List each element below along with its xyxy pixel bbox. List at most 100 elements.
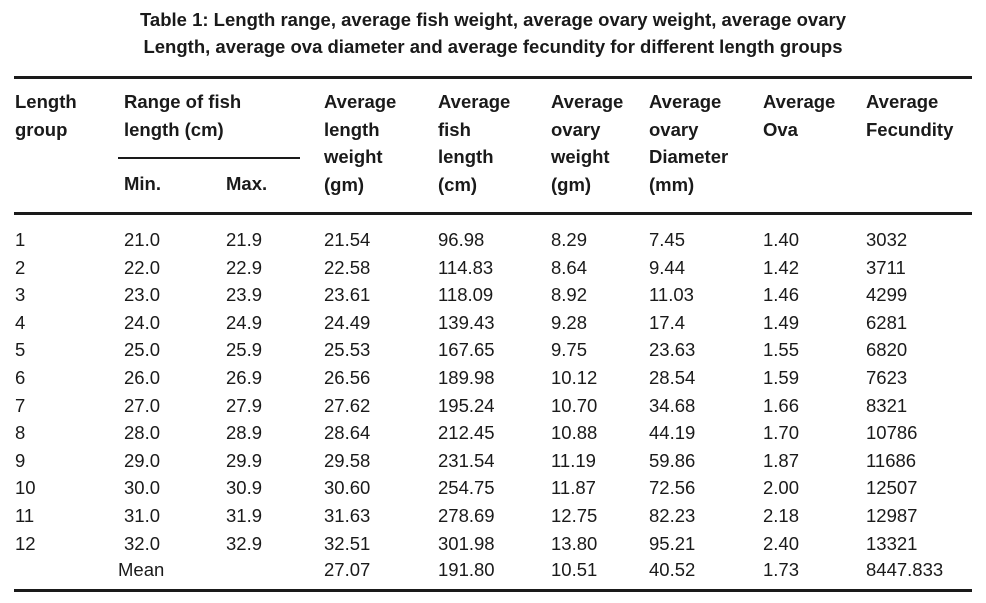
table-cell: 12.75	[551, 505, 598, 526]
table-cell: 28.9	[226, 422, 263, 444]
table-cell: 23.0	[124, 284, 161, 306]
column-header: Average	[866, 91, 939, 112]
table-cell: 1.46	[763, 284, 800, 306]
table-cell: 4299	[866, 284, 908, 306]
table-cell: 32.51	[324, 532, 371, 554]
mean-cell: 8447.833	[866, 559, 944, 580]
column-header: (mm)	[649, 173, 695, 195]
table-cell: 26.56	[324, 367, 371, 388]
table-cell: 27.0	[124, 394, 161, 416]
table-cell: 32.0	[124, 532, 161, 554]
table-cell: 9	[15, 449, 26, 471]
table-cell: 8.64	[551, 256, 588, 278]
table-cell: 1.40	[763, 229, 800, 250]
table-cell: 2.00	[763, 477, 800, 499]
table-cell: 30.0	[124, 477, 161, 499]
column-header: weight	[551, 146, 610, 167]
table-cell: 17.4	[649, 311, 686, 333]
table-cell: 114.83	[438, 256, 494, 278]
table-cell: 22.0	[124, 256, 161, 278]
table-cell: 8.29	[551, 229, 588, 250]
table-cell: 22.58	[324, 256, 371, 278]
table-title: Length, average ova diameter and average…	[143, 36, 843, 57]
table-cell: 11686	[866, 449, 917, 471]
table-cell: 10786	[866, 422, 918, 444]
table-cell: 31.63	[324, 505, 371, 526]
mean-cell: 10.51	[551, 559, 598, 580]
table-cell: 24.49	[324, 311, 371, 333]
table-cell: 25.53	[324, 339, 371, 361]
table-cell: 167.65	[438, 339, 495, 361]
table-cell: 231.54	[438, 449, 495, 471]
table-cell: 1.49	[763, 311, 800, 333]
table-cell: 189.98	[438, 367, 495, 388]
table-cell: 21.9	[226, 229, 263, 250]
column-header: Ova	[763, 118, 798, 140]
table-cell: 30.9	[226, 477, 263, 499]
table-cell: 23.61	[324, 284, 371, 306]
table-cell: 23.9	[226, 284, 263, 306]
table-cell: 3711	[866, 256, 906, 278]
sub-header: Min.	[124, 173, 161, 194]
table-cell: 2	[15, 256, 26, 278]
table-cell: 21.54	[324, 229, 371, 250]
column-header: (gm)	[551, 173, 592, 195]
table-cell: 21.0	[124, 229, 161, 250]
table-cell: 22.9	[226, 256, 263, 278]
mean-cell: 1.73	[763, 559, 800, 580]
table-cell: 30.60	[324, 477, 371, 499]
table-cell: 26.0	[124, 367, 161, 388]
table-cell: 96.98	[438, 229, 485, 250]
column-header: fish	[438, 118, 471, 140]
mean-cell: 191.80	[438, 559, 495, 580]
table-cell: 6820	[866, 339, 908, 361]
table-cell: 1.59	[763, 367, 800, 388]
table-cell: 29.58	[324, 449, 371, 471]
table-cell: 11	[15, 505, 35, 526]
table-cell: 25.0	[124, 339, 161, 361]
table-cell: 29.9	[226, 449, 263, 471]
table-cell: 59.86	[649, 449, 696, 471]
column-header: Length	[15, 91, 77, 112]
table-cell: 6281	[866, 311, 908, 333]
table-cell: 10.70	[551, 394, 598, 416]
table-cell: 1.55	[763, 339, 800, 361]
table-cell: 95.21	[649, 532, 696, 554]
column-header: length (cm)	[124, 118, 224, 140]
table-title: Table 1: Length range, average fish weig…	[140, 9, 846, 30]
column-header: (gm)	[324, 173, 365, 195]
column-header: length	[438, 146, 494, 167]
table-cell: 7623	[866, 367, 908, 388]
table-cell: 9.28	[551, 311, 588, 333]
column-header: Range of fish	[124, 91, 242, 112]
table-cell: 1.42	[763, 256, 800, 278]
table-cell: 27.9	[226, 394, 263, 416]
table-cell: 5	[15, 339, 26, 361]
table-cell: 12507	[866, 477, 918, 499]
table-cell: 72.56	[649, 477, 696, 499]
table-cell: 44.19	[649, 422, 696, 444]
table-cell: 8321	[866, 394, 908, 416]
table-cell: 24.0	[124, 311, 161, 333]
table-cell: 278.69	[438, 505, 495, 526]
table-cell: 9.44	[649, 256, 686, 278]
column-header: Average	[763, 91, 836, 112]
table-cell: 10.88	[551, 422, 598, 444]
column-header: Average	[438, 91, 511, 112]
table-cell: 26.9	[226, 367, 263, 388]
table-cell: 7.45	[649, 229, 686, 250]
table-cell: 195.24	[438, 394, 495, 416]
table-cell: 212.45	[438, 422, 495, 444]
table-cell: 2.18	[763, 505, 800, 526]
table-cell: 8.92	[551, 284, 588, 306]
table-cell: 13.80	[551, 532, 598, 554]
table-cell: 12987	[866, 505, 918, 526]
table-cell: 2.40	[763, 532, 800, 554]
table-cell: 27.62	[324, 394, 371, 416]
column-header: Average	[551, 91, 624, 112]
table-cell: 6	[15, 367, 26, 388]
column-header: Fecundity	[866, 118, 954, 140]
column-header: group	[15, 118, 68, 140]
table-cell: 28.64	[324, 422, 371, 444]
